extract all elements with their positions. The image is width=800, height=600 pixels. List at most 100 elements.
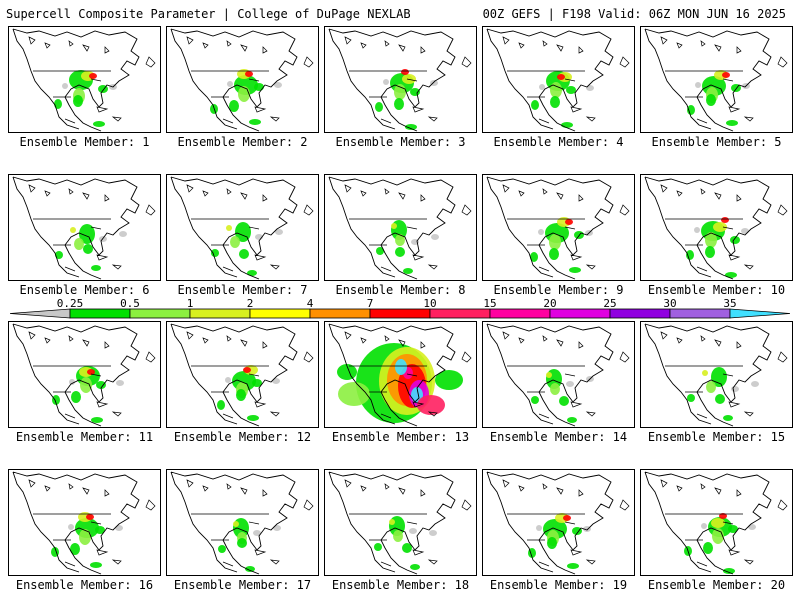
panel-label: Ensemble Member: 1 — [19, 135, 150, 149]
country-border — [507, 365, 585, 419]
scp-field-blob — [62, 83, 68, 89]
scp-field-blob — [211, 249, 219, 257]
scp-field-blob — [402, 543, 412, 553]
colorbar-segment — [249, 308, 311, 319]
scp-field-blob — [549, 234, 561, 250]
islands — [28, 331, 156, 417]
panel-label: Ensemble Member: 17 — [173, 578, 312, 592]
scp-field-blob — [686, 250, 694, 260]
map-frame — [482, 469, 635, 576]
scp-field-blob — [566, 381, 574, 387]
scp-field-blob — [586, 85, 594, 91]
map-frame — [166, 321, 319, 428]
coastline — [170, 176, 298, 280]
scp-map — [328, 176, 472, 280]
scp-map — [12, 176, 156, 280]
colorbar-tick-label: 25 — [603, 297, 617, 310]
colorbar-segment — [129, 308, 191, 319]
islands — [186, 36, 314, 122]
colorbar-segment — [669, 308, 731, 319]
scp-field-blob — [721, 217, 729, 223]
scp-map — [328, 28, 472, 132]
panel-label: Ensemble Member: 2 — [177, 135, 308, 149]
islands — [186, 479, 314, 565]
scp-field-blob — [572, 527, 582, 535]
colorbar-tick-label: 15 — [483, 297, 497, 310]
scp-field-blob — [395, 359, 407, 375]
scp-field-blob — [731, 386, 739, 392]
panel-label: Ensemble Member: 8 — [335, 283, 466, 297]
panel-label: Ensemble Member: 13 — [331, 430, 470, 444]
colorbar-tick-label: 10 — [423, 297, 437, 310]
scp-field-blob — [567, 563, 579, 569]
panel-label: Ensemble Member: 10 — [647, 283, 786, 297]
scp-field-blob — [272, 378, 280, 384]
coastline — [486, 28, 614, 132]
scp-field-blob — [550, 82, 562, 98]
scp-field-blob — [730, 236, 740, 244]
scp-field-blob — [389, 519, 395, 525]
islands — [344, 184, 472, 270]
scp-field-blob — [726, 120, 738, 126]
colorbar-tick-label: 1 — [186, 297, 194, 310]
colorbar-arrow-low — [9, 308, 71, 319]
scp-field-blob — [694, 227, 700, 233]
run-info: 00Z GEFS | F198 Valid: 06Z MON JUN 16 20… — [482, 7, 786, 21]
islands — [28, 184, 156, 270]
scp-field-blob — [695, 82, 701, 88]
scp-field-blob — [550, 383, 560, 395]
scp-field-blob — [429, 530, 437, 536]
scp-field-blob — [550, 96, 560, 108]
scp-field-blob — [253, 530, 261, 536]
coastline — [486, 323, 614, 427]
scp-field-blob — [79, 224, 95, 244]
islands — [186, 331, 314, 417]
scp-field-blob — [96, 381, 106, 389]
scp-map — [644, 471, 788, 575]
islands — [28, 479, 156, 565]
country-border — [507, 513, 585, 567]
country-border — [33, 513, 111, 567]
scp-field-blob — [561, 122, 573, 128]
scp-field-blob — [237, 538, 247, 548]
scp-field-blob — [69, 379, 75, 385]
scp-map — [644, 176, 788, 280]
scp-field-blob — [531, 100, 539, 110]
scp-field-blob — [701, 523, 707, 529]
scp-field-blob — [80, 377, 92, 393]
coastline — [12, 28, 140, 132]
country-border — [665, 218, 743, 272]
scp-field-blob — [687, 105, 695, 115]
scp-field-blob — [394, 98, 404, 110]
scp-field-blob — [245, 566, 255, 572]
scp-field-blob — [538, 229, 544, 235]
map-frame — [482, 321, 635, 428]
scp-field-blob — [91, 265, 101, 271]
scp-field-blob — [376, 247, 384, 255]
country-border — [191, 365, 269, 419]
country-border — [349, 70, 427, 124]
colorbar-tick-label: 35 — [723, 297, 737, 310]
map-frame — [324, 174, 477, 281]
panel-label: Ensemble Member: 5 — [651, 135, 782, 149]
scp-field-blob — [89, 73, 97, 79]
colorbar-segment — [189, 308, 251, 319]
coastline — [328, 176, 456, 280]
colorbar-segment — [309, 308, 371, 319]
scp-field-blob — [409, 528, 417, 534]
map-frame — [8, 26, 161, 133]
scp-field-blob — [375, 102, 383, 112]
country-border — [665, 365, 743, 419]
country-border — [191, 70, 269, 124]
country-border — [349, 218, 427, 272]
map-frame — [640, 26, 793, 133]
map-frame — [166, 26, 319, 133]
scp-field-blob — [741, 228, 749, 234]
scp-field-blob — [79, 529, 91, 545]
map-frame — [8, 321, 161, 428]
scp-field-blob — [55, 251, 63, 259]
colorbar-tick-label: 20 — [543, 297, 557, 310]
colorbar-segment — [549, 308, 611, 319]
scp-field-blob — [703, 542, 713, 554]
map-frame — [640, 321, 793, 428]
